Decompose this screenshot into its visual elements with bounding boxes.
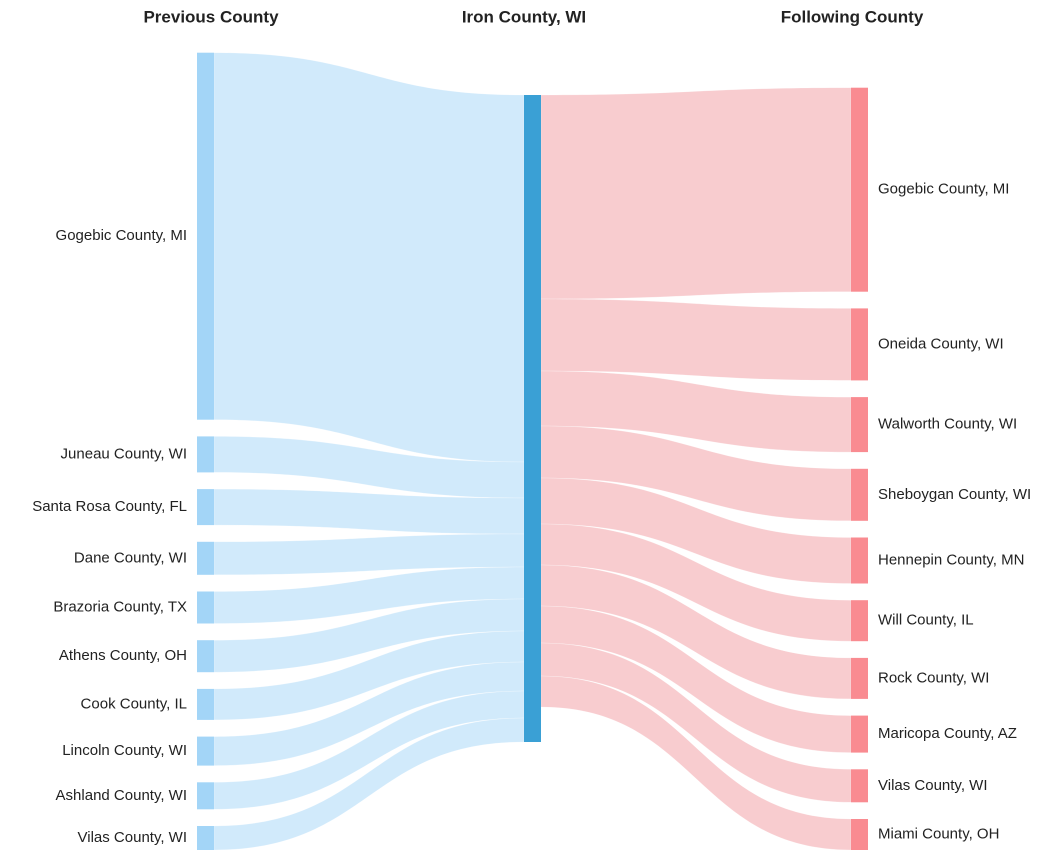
node xyxy=(851,308,868,381)
node xyxy=(197,782,214,810)
node xyxy=(197,436,214,473)
node-label: Gogebic County, MI xyxy=(56,227,187,244)
node xyxy=(851,537,868,584)
node-label: Santa Rosa County, FL xyxy=(32,498,187,515)
node xyxy=(851,468,868,521)
node-label: Gogebic County, MI xyxy=(878,181,1009,198)
center-node xyxy=(524,95,541,742)
node-label: Brazoria County, TX xyxy=(53,598,187,615)
node-label: Maricopa County, AZ xyxy=(878,725,1017,742)
column-header: Previous County xyxy=(143,7,279,26)
flow xyxy=(540,675,852,851)
node-label: Sheboygan County, WI xyxy=(878,486,1031,503)
node xyxy=(197,541,214,575)
node-label: Athens County, OH xyxy=(59,647,187,664)
node-label: Miami County, OH xyxy=(878,825,999,842)
node-label: Rock County, WI xyxy=(878,669,989,686)
node-label: Walworth County, WI xyxy=(878,416,1017,433)
node-label: Hennepin County, MN xyxy=(878,551,1024,568)
node xyxy=(197,52,214,420)
flow xyxy=(540,87,852,300)
node xyxy=(197,736,214,766)
node xyxy=(851,657,868,699)
column-header: Following County xyxy=(781,7,924,26)
node xyxy=(851,715,868,753)
node xyxy=(197,688,214,720)
node xyxy=(197,591,214,624)
flow xyxy=(540,298,852,381)
node xyxy=(851,397,868,453)
node-label: Ashland County, WI xyxy=(56,787,187,804)
node xyxy=(851,819,868,850)
node xyxy=(851,87,868,292)
node xyxy=(197,826,214,850)
node xyxy=(851,769,868,803)
node xyxy=(851,600,868,642)
node-label: Dane County, WI xyxy=(74,549,187,566)
node-label: Oneida County, WI xyxy=(878,335,1004,352)
node-label: Lincoln County, WI xyxy=(62,742,187,759)
node-label: Vilas County, WI xyxy=(878,777,987,794)
node-label: Juneau County, WI xyxy=(61,445,187,462)
column-header: Iron County, WI xyxy=(462,7,586,26)
node xyxy=(197,489,214,526)
node-label: Will County, IL xyxy=(878,612,974,629)
flow xyxy=(213,52,525,463)
node xyxy=(197,640,214,673)
node-label: Vilas County, WI xyxy=(78,829,187,846)
node-label: Cook County, IL xyxy=(81,695,187,712)
